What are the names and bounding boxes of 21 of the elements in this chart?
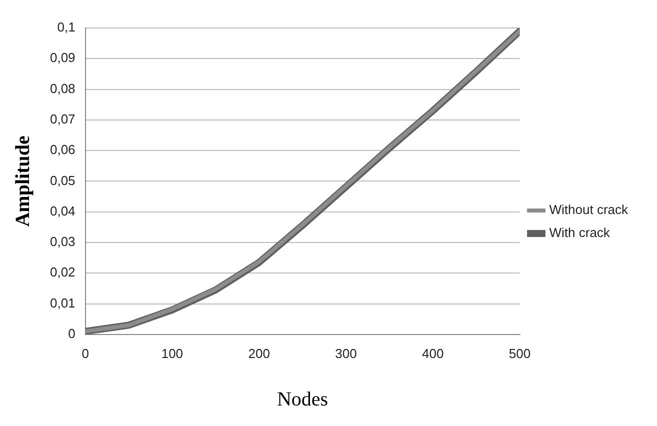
y-tick-label: 0,06: [50, 142, 76, 158]
x-tick-label: 200: [248, 346, 270, 361]
y-tick-label: 0,07: [50, 112, 76, 126]
x-axis-title: Nodes: [276, 388, 328, 410]
y-tick-label: 0,01: [50, 295, 76, 310]
y-tick-label: 0,08: [50, 80, 76, 96]
legend-label: Without crack: [549, 202, 628, 218]
y-tick-label: 0,09: [50, 50, 76, 66]
legend-label: With crack: [549, 225, 610, 240]
x-tick-label: 500: [508, 346, 531, 361]
x-tick-label: 100: [161, 346, 184, 361]
x-tick-label: 300: [335, 346, 357, 361]
y-tick-label: 0,03: [50, 234, 76, 250]
y-axis-title: Amplitude: [12, 136, 34, 227]
x-tick-label: 0: [82, 346, 89, 361]
y-tick-label: 0,05: [50, 172, 76, 188]
y-tick-label: 0,1: [57, 20, 76, 35]
y-tick-label: 0: [68, 326, 76, 341]
y-tick-label: 0,04: [50, 203, 76, 218]
y-tick-label: 0,02: [50, 264, 76, 280]
x-tick-label: 400: [422, 346, 444, 361]
